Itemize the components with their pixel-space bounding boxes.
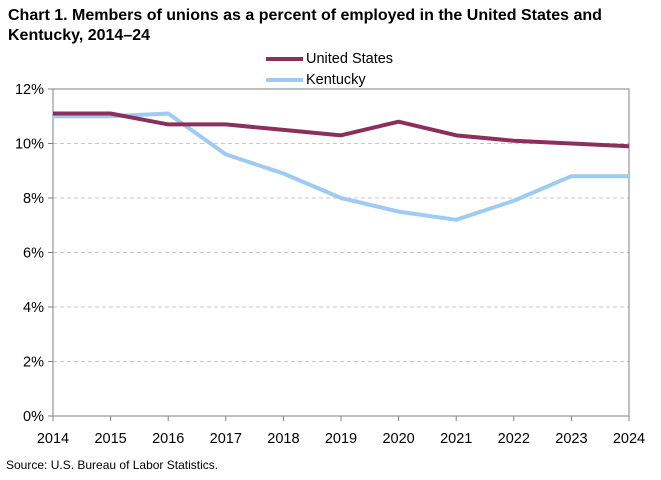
- x-tick-label: 2022: [498, 431, 530, 447]
- legend-label-united-states: United States: [306, 50, 394, 67]
- x-tick-label: 2016: [152, 431, 184, 447]
- y-tick-label: 12%: [15, 82, 44, 98]
- series-line-united-states: [53, 111, 630, 149]
- y-tick-label: 8%: [23, 191, 44, 207]
- y-tick-label: 4%: [23, 300, 44, 316]
- x-tick-label: 2023: [555, 431, 587, 447]
- x-tick-label: 2014: [37, 431, 69, 447]
- legend: United States Kentucky: [266, 48, 393, 90]
- legend-item-kentucky: Kentucky: [266, 69, 393, 90]
- series-line-kentucky: [53, 111, 629, 222]
- y-tick-label: 0%: [23, 409, 44, 425]
- x-tick-label: 2021: [440, 431, 472, 447]
- x-tick-label: 2015: [94, 431, 126, 447]
- x-tick-label: 2024: [613, 431, 645, 447]
- x-tick-label: 2018: [267, 431, 299, 447]
- y-tick-label: 6%: [23, 246, 44, 262]
- legend-item-united-states: United States: [266, 48, 393, 69]
- y-tick-label: 2%: [23, 355, 44, 371]
- x-tick-label: 2020: [382, 431, 414, 447]
- legend-label-kentucky: Kentucky: [306, 71, 366, 88]
- source-note: Source: U.S. Bureau of Labor Statistics.: [6, 458, 219, 472]
- chart-title: Chart 1. Members of unions as a percent …: [8, 7, 602, 44]
- y-tick-label: 10%: [15, 137, 44, 153]
- legend-swatch-united-states: [266, 56, 303, 61]
- x-tick-label: 2017: [210, 431, 242, 447]
- x-tick-label: 2019: [325, 431, 357, 447]
- legend-swatch-kentucky: [266, 77, 303, 82]
